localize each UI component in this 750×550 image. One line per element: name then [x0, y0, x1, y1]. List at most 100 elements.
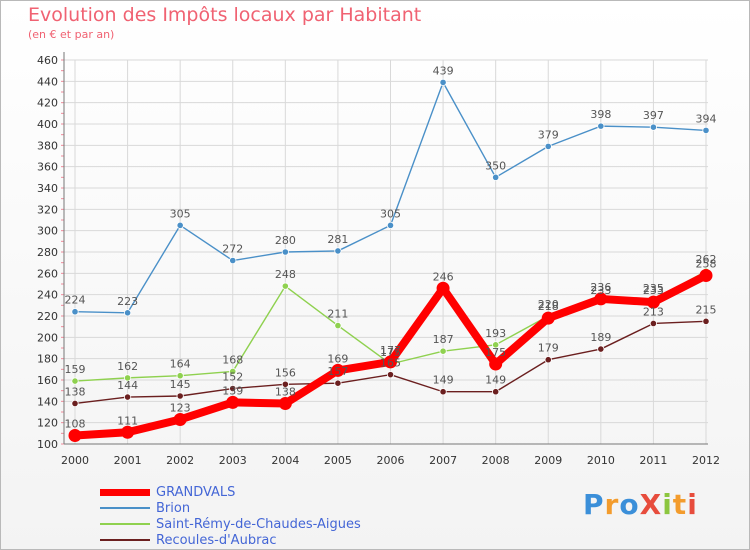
logo-letter: i	[687, 488, 698, 521]
data-point	[702, 126, 710, 134]
x-tick-label: 2002	[166, 454, 194, 467]
data-label: 397	[643, 109, 664, 122]
data-label: 211	[327, 308, 348, 321]
y-tick-label: 120	[37, 417, 58, 430]
data-label: 280	[275, 234, 296, 247]
data-label: 108	[65, 417, 86, 430]
y-tick-label: 140	[37, 395, 58, 408]
data-point	[649, 319, 658, 328]
x-tick-label: 2000	[61, 454, 89, 467]
data-label: 162	[117, 360, 138, 373]
data-point	[173, 412, 187, 426]
y-tick-label: 220	[37, 310, 58, 323]
data-point	[702, 317, 710, 325]
data-point	[597, 345, 605, 353]
proxiti-logo: ProXiti	[583, 488, 698, 521]
data-label: 145	[170, 378, 191, 391]
x-tick-label: 2010	[587, 454, 615, 467]
data-label: 305	[380, 207, 401, 220]
data-point	[71, 308, 79, 316]
y-tick-label: 200	[37, 331, 58, 344]
data-point	[281, 380, 289, 388]
logo-letter: P	[583, 488, 605, 521]
data-point	[386, 221, 395, 229]
data-point	[384, 355, 397, 369]
y-tick-label: 180	[37, 353, 58, 366]
y-tick-label: 380	[37, 139, 58, 152]
data-point	[492, 173, 500, 181]
x-tick-label: 2008	[482, 454, 510, 467]
data-point	[229, 367, 237, 376]
data-label: 272	[222, 243, 243, 256]
legend-swatch	[100, 523, 150, 525]
data-point	[334, 379, 342, 387]
x-tick-label: 2011	[639, 454, 667, 467]
legend-swatch	[100, 488, 150, 496]
legend-swatch	[100, 507, 150, 509]
data-point	[123, 393, 132, 401]
x-tick-label: 2003	[219, 454, 247, 467]
data-label: 220	[538, 298, 559, 311]
data-point	[229, 384, 237, 393]
data-point	[68, 428, 82, 442]
data-point	[436, 281, 450, 295]
data-label: 281	[327, 233, 348, 246]
data-point	[281, 248, 289, 256]
data-point	[176, 372, 184, 380]
data-point	[544, 142, 552, 150]
legend: GRANDVALS Brion Saint-Rémy-de-Chaudes-Aigu…	[100, 484, 361, 548]
y-tick-label: 260	[37, 267, 58, 280]
chart-subtitle: (en € et par an)	[28, 28, 115, 41]
data-point	[492, 341, 500, 349]
data-label: 233	[643, 284, 664, 297]
data-point	[439, 347, 447, 355]
data-point	[334, 321, 342, 330]
data-point	[594, 292, 608, 306]
legend-item: Recoules-d'Aubrac	[100, 532, 361, 548]
data-label: 439	[433, 64, 454, 77]
y-tick-label: 440	[37, 75, 58, 88]
data-label: 379	[538, 128, 559, 141]
data-label: 248	[275, 268, 296, 281]
data-point	[544, 356, 552, 364]
legend-label: Saint-Rémy-de-Chaudes-Aigues	[156, 516, 361, 532]
data-label: 187	[433, 333, 454, 346]
legend-swatch	[100, 539, 150, 541]
data-point	[489, 357, 503, 371]
data-label: 123	[170, 401, 191, 414]
data-point	[278, 396, 292, 410]
data-point	[71, 377, 79, 385]
data-point	[71, 399, 79, 408]
data-point	[331, 363, 345, 377]
data-point	[439, 78, 447, 87]
data-point	[176, 221, 184, 229]
x-tick-label: 2007	[429, 454, 457, 467]
legend-item: Saint-Rémy-de-Chaudes-Aigues	[100, 516, 361, 532]
y-tick-label: 460	[37, 54, 58, 67]
legend-label: Recoules-d'Aubrac	[156, 532, 277, 548]
data-label: 233	[590, 284, 611, 297]
data-label: 144	[117, 379, 138, 392]
data-label: 165	[380, 357, 401, 370]
y-tick-label: 360	[37, 161, 58, 174]
data-label: 246	[433, 270, 454, 283]
y-tick-label: 280	[37, 246, 58, 259]
data-label: 235	[643, 282, 664, 295]
line-chart: 100 120 140 160 180 200 220 240 260 280 300 320 340 3…	[37, 52, 720, 467]
data-point	[176, 392, 184, 400]
data-label: 193	[485, 327, 506, 340]
data-label: 152	[222, 371, 243, 384]
x-tick-label: 2009	[534, 454, 562, 467]
logo-letter: X	[639, 488, 663, 521]
data-point	[386, 371, 395, 379]
x-tick-label: 2006	[377, 454, 405, 467]
legend-label: Brion	[156, 500, 191, 516]
data-point	[699, 268, 713, 282]
chart-title: Evolution des Impôts locaux par Habitant	[28, 4, 422, 26]
logo-letter: i	[662, 488, 673, 521]
data-point	[541, 311, 555, 325]
y-tick-label: 100	[37, 438, 58, 451]
data-label: 177	[380, 344, 401, 357]
x-tick-label: 2001	[114, 454, 142, 467]
